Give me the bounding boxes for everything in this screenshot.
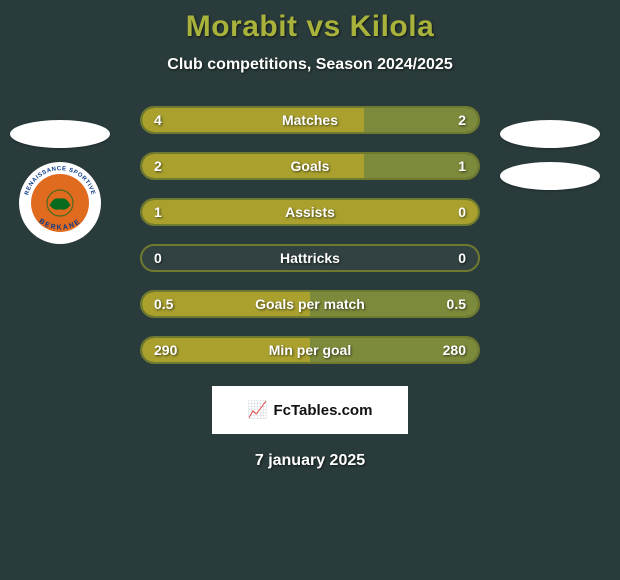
brand-box: 📈 FcTables.com — [212, 386, 408, 434]
stat-value-left: 4 — [154, 112, 162, 128]
stat-value-left: 290 — [154, 342, 177, 358]
page-subtitle: Club competitions, Season 2024/2025 — [0, 56, 620, 74]
chart-icon: 📈 — [248, 400, 268, 420]
badge-ring-text: RENAISSANCE SPORTIVE BERKANE — [19, 162, 101, 244]
bar-left — [142, 154, 364, 178]
page-title: Morabit vs Kilola — [0, 10, 620, 44]
right-column — [500, 120, 600, 190]
ellipse-placeholder — [10, 120, 110, 148]
stat-label: Assists — [285, 204, 335, 220]
stat-value-right: 0 — [458, 250, 466, 266]
stat-value-left: 1 — [154, 204, 162, 220]
stat-value-left: 0 — [154, 250, 162, 266]
stat-value-right: 0.5 — [447, 296, 466, 312]
date-label: 7 january 2025 — [0, 452, 620, 470]
stat-value-right: 0 — [458, 204, 466, 220]
club-badge-left: RENAISSANCE SPORTIVE BERKANE — [19, 162, 101, 244]
stat-row: 4 2 Matches — [140, 106, 480, 134]
stat-row: 1 0 Assists — [140, 198, 480, 226]
stat-row: 290 280 Min per goal — [140, 336, 480, 364]
stat-label: Goals — [291, 158, 330, 174]
stat-row: 2 1 Goals — [140, 152, 480, 180]
svg-text:RENAISSANCE SPORTIVE: RENAISSANCE SPORTIVE — [24, 166, 96, 196]
brand-label: FcTables.com — [274, 402, 373, 419]
left-column: RENAISSANCE SPORTIVE BERKANE — [10, 120, 110, 244]
stat-value-right: 280 — [443, 342, 466, 358]
stat-row: 0 0 Hattricks — [140, 244, 480, 272]
stat-label: Matches — [282, 112, 338, 128]
stat-value-left: 2 — [154, 158, 162, 174]
stat-row: 0.5 0.5 Goals per match — [140, 290, 480, 318]
stat-label: Hattricks — [280, 250, 340, 266]
stat-label: Min per goal — [269, 342, 351, 358]
stat-value-left: 0.5 — [154, 296, 173, 312]
ellipse-placeholder — [500, 162, 600, 190]
stat-value-right: 2 — [458, 112, 466, 128]
stat-value-right: 1 — [458, 158, 466, 174]
stat-label: Goals per match — [255, 296, 365, 312]
infographic-root: Morabit vs Kilola Club competitions, Sea… — [0, 0, 620, 580]
svg-text:BERKANE: BERKANE — [38, 218, 83, 232]
ellipse-placeholder — [500, 120, 600, 148]
